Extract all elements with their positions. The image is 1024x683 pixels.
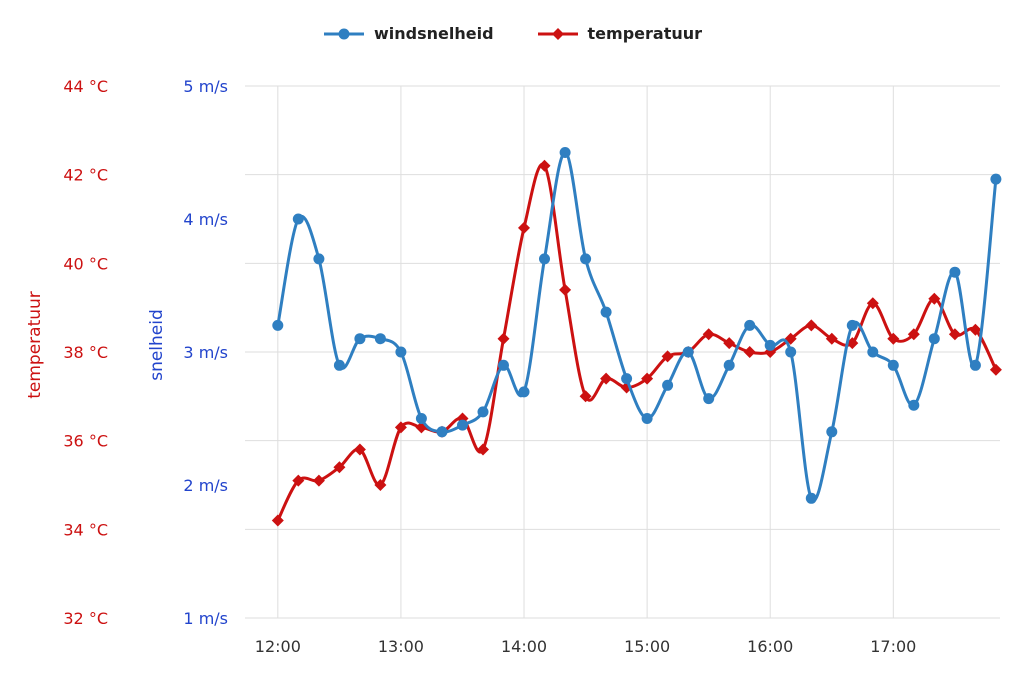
windsnelheid-data-point[interactable] bbox=[313, 253, 325, 265]
windsnelheid-data-point[interactable] bbox=[333, 359, 345, 371]
windsnelheid-series-line bbox=[276, 151, 998, 502]
x-axis-tick-label: 15:00 bbox=[624, 637, 670, 656]
temperatuur-data-point[interactable] bbox=[928, 292, 941, 305]
temperatuur-data-point[interactable] bbox=[723, 337, 736, 350]
windsnelheid-data-point[interactable] bbox=[600, 306, 612, 318]
temperatuur-data-point[interactable] bbox=[292, 474, 305, 487]
windsnelheid-data-point[interactable] bbox=[662, 379, 674, 391]
speed-axis-tick-label: 4 m/s bbox=[183, 210, 228, 229]
x-axis-tick-label: 13:00 bbox=[378, 637, 424, 656]
windsnelheid-data-point[interactable] bbox=[867, 346, 879, 358]
windsnelheid-data-point[interactable] bbox=[354, 333, 366, 345]
legend-item-windsnelheid[interactable]: windsnelheid bbox=[322, 24, 494, 43]
temp-axis-tick-label: 40 °C bbox=[63, 254, 108, 273]
temperatuur-data-point[interactable] bbox=[969, 323, 982, 336]
temp-axis-tick-label: 44 °C bbox=[63, 77, 108, 96]
speed-axis-title: snelheid bbox=[147, 309, 167, 381]
temperatuur-data-point[interactable] bbox=[559, 283, 572, 296]
temperatuur-data-point[interactable] bbox=[989, 363, 1002, 376]
temperatuur-data-point[interactable] bbox=[579, 390, 592, 403]
legend-label-windsnelheid: windsnelheid bbox=[373, 24, 494, 43]
temperatuur-data-point[interactable] bbox=[374, 479, 387, 491]
speed-axis-tick-label: 5 m/s bbox=[183, 77, 228, 96]
temperatuur-data-point[interactable] bbox=[805, 319, 818, 332]
windsnelheid-data-point[interactable] bbox=[272, 319, 284, 331]
windsnelheid-data-point[interactable] bbox=[395, 346, 407, 358]
windsnelheid-data-point[interactable] bbox=[436, 426, 448, 438]
windsnelheid-data-point[interactable] bbox=[744, 319, 756, 331]
windsnelheid-data-point[interactable] bbox=[723, 359, 735, 371]
temperatuur-data-point[interactable] bbox=[866, 297, 879, 310]
temperatuur-data-point[interactable] bbox=[394, 421, 407, 434]
x-axis-tick-label: 16:00 bbox=[747, 637, 793, 656]
windsnelheid-data-point[interactable] bbox=[826, 426, 838, 438]
windsnelheid-data-point[interactable] bbox=[928, 333, 940, 345]
temperatuur-data-point[interactable] bbox=[271, 514, 284, 527]
windsnelheid-data-point[interactable] bbox=[990, 173, 1002, 185]
windsnelheid-data-point[interactable] bbox=[498, 359, 509, 371]
speed-axis-tick-label: 2 m/s bbox=[183, 476, 228, 495]
windsnelheid-data-point[interactable] bbox=[785, 346, 797, 358]
temperatuur-data-point[interactable] bbox=[497, 332, 510, 345]
temperatuur-data-point[interactable] bbox=[333, 461, 346, 474]
temperatuur-data-point[interactable] bbox=[702, 328, 715, 341]
windsnelheid-data-point[interactable] bbox=[477, 406, 489, 418]
speed-axis-tick-label: 3 m/s bbox=[183, 343, 228, 362]
temperatuur-data-point[interactable] bbox=[538, 159, 551, 172]
temperatuur-series-line bbox=[276, 162, 998, 522]
temperatuur-data-point[interactable] bbox=[887, 332, 900, 345]
windsnelheid-data-point[interactable] bbox=[703, 393, 715, 405]
windsnelheid-data-point[interactable] bbox=[457, 419, 468, 431]
x-axis-tick-label: 14:00 bbox=[501, 637, 547, 656]
legend-item-temperatuur[interactable]: temperatuur bbox=[536, 24, 702, 43]
temperatuur-data-point[interactable] bbox=[907, 328, 920, 341]
windsnelheid-data-point[interactable] bbox=[539, 253, 550, 265]
temp-axis-tick-label: 42 °C bbox=[63, 166, 108, 185]
temp-axis-tick-label: 36 °C bbox=[63, 432, 108, 451]
windsnelheid-data-point[interactable] bbox=[292, 213, 304, 225]
temperatuur-legend-marker-icon bbox=[537, 27, 578, 40]
temperatuur-data-point[interactable] bbox=[641, 372, 654, 385]
x-axis-tick-label: 12:00 bbox=[255, 637, 301, 656]
temp-axis-title: temperatuur bbox=[25, 291, 45, 399]
windsnelheid-data-point[interactable] bbox=[764, 339, 776, 351]
temperatuur-data-point[interactable] bbox=[518, 221, 530, 234]
windsnelheid-data-point[interactable] bbox=[415, 413, 427, 424]
temperatuur-data-point[interactable] bbox=[312, 474, 325, 487]
legend: windsnelheid temperatuur bbox=[0, 24, 1024, 43]
temp-axis-tick-label: 34 °C bbox=[63, 520, 108, 539]
legend-label-temperatuur: temperatuur bbox=[587, 24, 703, 43]
speed-axis-tick-label: 1 m/s bbox=[183, 609, 228, 628]
windsnelheid-data-point[interactable] bbox=[908, 399, 920, 411]
temperatuur-data-point[interactable] bbox=[825, 332, 838, 345]
windsnelheid-data-point[interactable] bbox=[374, 333, 386, 345]
windsnelheid-data-point[interactable] bbox=[518, 386, 530, 398]
windsnelheid-data-point[interactable] bbox=[846, 319, 858, 331]
temperatuur-data-point[interactable] bbox=[948, 328, 961, 341]
temperatuur-data-point[interactable] bbox=[661, 350, 674, 363]
x-axis-tick-label: 17:00 bbox=[870, 637, 916, 656]
windsnelheid-data-point[interactable] bbox=[949, 266, 961, 278]
temperatuur-data-point[interactable] bbox=[743, 346, 756, 358]
temperatuur-data-point[interactable] bbox=[353, 443, 366, 456]
windsnelheid-data-point[interactable] bbox=[621, 373, 633, 385]
temp-axis-tick-label: 32 °C bbox=[63, 609, 108, 628]
windsnelheid-data-point[interactable] bbox=[969, 359, 981, 371]
temperatuur-data-point[interactable] bbox=[600, 372, 613, 385]
windsnelheid-data-point[interactable] bbox=[580, 253, 592, 265]
windsnelheid-data-point[interactable] bbox=[682, 346, 694, 358]
windsnelheid-data-point[interactable] bbox=[559, 147, 571, 158]
windsnelheid-data-point[interactable] bbox=[805, 492, 817, 504]
temp-axis-tick-label: 38 °C bbox=[63, 343, 108, 362]
windsnelheid-legend-marker-icon bbox=[323, 28, 364, 39]
windsnelheid-data-point[interactable] bbox=[887, 359, 899, 371]
windsnelheid-data-point[interactable] bbox=[641, 413, 653, 424]
temperatuur-data-point[interactable] bbox=[477, 443, 489, 456]
